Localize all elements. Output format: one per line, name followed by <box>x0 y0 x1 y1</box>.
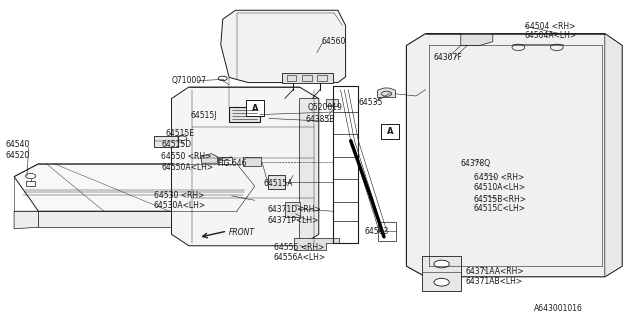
Text: 64385B: 64385B <box>306 115 335 124</box>
Text: 64515B<RH>: 64515B<RH> <box>474 195 527 204</box>
Text: A: A <box>387 127 394 136</box>
Polygon shape <box>285 202 300 217</box>
Text: 64515E: 64515E <box>165 129 194 138</box>
Polygon shape <box>605 34 622 277</box>
Text: Q710007: Q710007 <box>172 76 207 85</box>
Text: 64556A<LH>: 64556A<LH> <box>274 253 326 262</box>
Polygon shape <box>326 99 338 106</box>
Text: 64530 <RH>: 64530 <RH> <box>154 191 204 200</box>
Text: 64550A<LH>: 64550A<LH> <box>161 163 213 172</box>
Text: 64307F: 64307F <box>434 53 463 62</box>
Polygon shape <box>268 175 285 189</box>
Text: 64530A<LH>: 64530A<LH> <box>154 201 205 210</box>
Bar <box>154 136 178 147</box>
Text: 64535: 64535 <box>358 98 383 107</box>
Text: 64371AA<RH>: 64371AA<RH> <box>466 267 525 276</box>
Text: 64540: 64540 <box>5 140 29 149</box>
Text: 64371AB<LH>: 64371AB<LH> <box>466 277 523 286</box>
Text: 64515D: 64515D <box>161 140 191 149</box>
Bar <box>229 107 260 122</box>
Text: 64515A: 64515A <box>264 179 293 188</box>
Polygon shape <box>202 154 218 163</box>
Circle shape <box>434 278 449 286</box>
Text: 64503: 64503 <box>365 227 389 236</box>
Text: 64556 <RH>: 64556 <RH> <box>274 243 324 252</box>
Bar <box>246 100 264 116</box>
Polygon shape <box>294 238 339 250</box>
Polygon shape <box>14 211 38 229</box>
Polygon shape <box>378 88 396 98</box>
Text: 64378Q: 64378Q <box>461 159 491 168</box>
Bar <box>317 75 327 81</box>
Polygon shape <box>38 211 237 227</box>
Text: 64504A<LH>: 64504A<LH> <box>525 31 577 40</box>
Text: 64371P<LH>: 64371P<LH> <box>268 216 319 225</box>
Text: 64504 <RH>: 64504 <RH> <box>525 22 575 31</box>
Bar <box>287 75 296 81</box>
Text: FRONT: FRONT <box>229 228 255 237</box>
Text: 64510A<LH>: 64510A<LH> <box>474 183 525 192</box>
Text: Q520019: Q520019 <box>307 103 342 112</box>
Bar <box>381 124 399 139</box>
Circle shape <box>434 260 449 268</box>
Bar <box>282 73 333 83</box>
Text: 64550 <RH>: 64550 <RH> <box>161 152 212 161</box>
Text: FIG.646: FIG.646 <box>218 159 247 168</box>
Polygon shape <box>406 34 622 277</box>
Text: A643001016: A643001016 <box>534 304 583 313</box>
Polygon shape <box>172 87 319 246</box>
Text: A: A <box>252 104 259 113</box>
Text: 64515C<LH>: 64515C<LH> <box>474 204 525 213</box>
Text: 64510 <RH>: 64510 <RH> <box>474 173 524 182</box>
Polygon shape <box>300 99 319 246</box>
Polygon shape <box>221 10 346 83</box>
Polygon shape <box>461 34 493 45</box>
Text: 64371D<RH>: 64371D<RH> <box>268 205 321 214</box>
Polygon shape <box>237 186 255 227</box>
Text: 64515J: 64515J <box>191 111 217 120</box>
Text: 64520: 64520 <box>5 151 29 160</box>
Bar <box>302 75 312 81</box>
Polygon shape <box>14 164 255 211</box>
Polygon shape <box>243 157 261 166</box>
Polygon shape <box>422 256 461 291</box>
Text: 64560: 64560 <box>321 37 346 46</box>
